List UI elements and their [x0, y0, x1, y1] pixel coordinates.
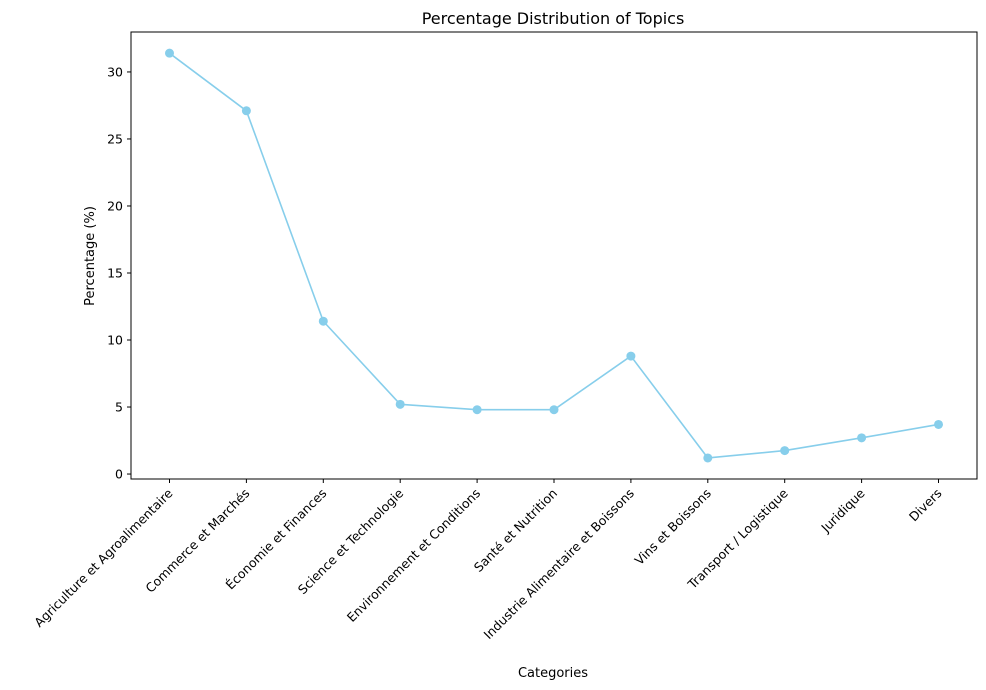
data-point	[626, 351, 636, 361]
data-point	[780, 446, 790, 456]
data-point	[857, 433, 867, 443]
y-tick-label: 25	[107, 131, 123, 146]
y-axis-label: Percentage (%)	[83, 206, 98, 306]
data-point	[395, 399, 405, 409]
x-axis-label: Categories	[518, 666, 588, 681]
x-tick-label: Industrie Alimentaire et Boissons	[480, 486, 637, 643]
series-line	[169, 52, 939, 459]
data-point	[549, 405, 559, 415]
y-tick-label: 30	[107, 64, 123, 79]
y-axis: 0 5 10 15 20 25 30	[107, 64, 131, 482]
data-point	[241, 106, 251, 116]
data-point	[318, 316, 328, 326]
data-point	[703, 453, 713, 463]
series-markers	[165, 48, 943, 463]
y-tick-label: 10	[107, 333, 123, 348]
y-tick-label: 0	[115, 467, 123, 482]
data-point	[165, 48, 174, 58]
x-tick-label: Divers	[906, 486, 945, 525]
x-tick-label: Vins et Boissons	[632, 486, 714, 568]
x-tick-label: Juridique	[817, 485, 868, 536]
chart-title: Percentage Distribution of Topics	[422, 9, 685, 28]
y-tick-label: 20	[107, 198, 123, 213]
data-point	[472, 405, 482, 415]
data-point	[934, 419, 943, 429]
x-tick-label: Agriculture et Agroalimentaire	[31, 485, 176, 630]
x-tick-label: Santé et Nutrition	[471, 486, 560, 575]
y-tick-label: 5	[115, 400, 123, 415]
x-tick-label: Environnement et Conditions	[344, 486, 483, 625]
y-tick-label: 15	[107, 265, 123, 280]
